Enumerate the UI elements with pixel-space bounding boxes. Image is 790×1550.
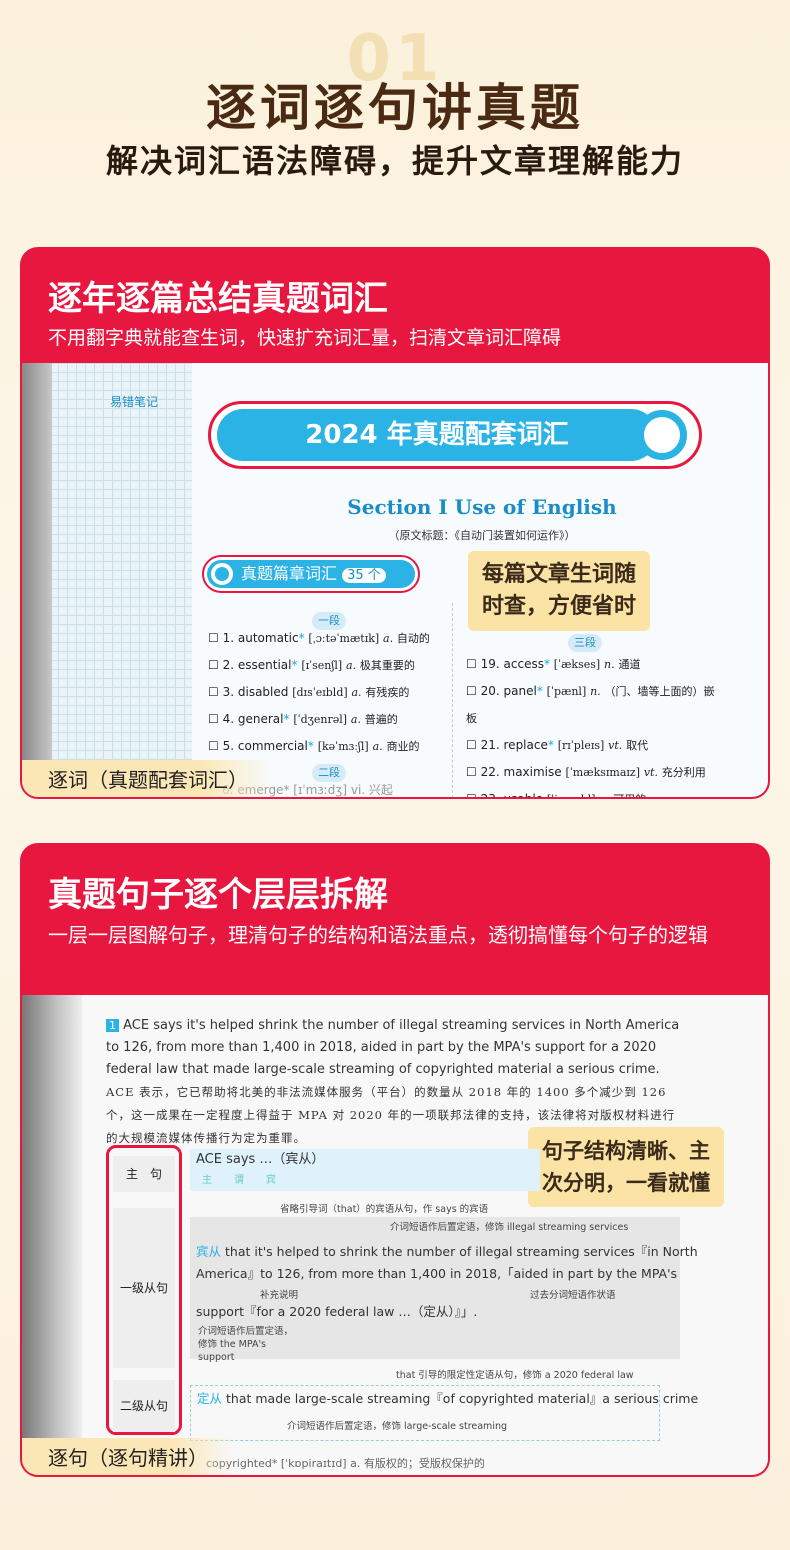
caption: 逐句（逐句精讲） bbox=[22, 1438, 234, 1475]
vocab-item-partial: copyrighted* [ˈkɒpiraɪtɪd] a. 有版权的；受版权保护… bbox=[206, 1457, 485, 1470]
vocab-item: ☐ 20. panel* [ˈpænl] n. （门、墙等上面的）嵌板 bbox=[466, 684, 715, 725]
star-icon: * bbox=[307, 739, 314, 753]
card-title: 真题句子逐个层层拆解 bbox=[48, 875, 388, 915]
vocab-item: ☐ 22. maximise [ˈmæksɪmaɪz] vt. 充分利用 bbox=[466, 765, 706, 779]
example-sentence: 1 ACE says it's helped shrink the number… bbox=[106, 1018, 680, 1145]
sentence-card: 真题句子逐个层层拆解 一层一层图解句子，理清句子的结构和语法重点，透彻搞懂每个句… bbox=[20, 843, 770, 1477]
checkbox-icon[interactable]: ☐ bbox=[466, 765, 477, 779]
level1-clause: 介词短语作后置定语，修饰 illegal streaming services … bbox=[190, 1217, 698, 1363]
book-spine bbox=[22, 363, 52, 797]
star-icon: * bbox=[536, 684, 543, 698]
card-subtitle: 一层一层图解句子，理清句子的结构和语法重点，透彻搞懂每个句子的逻辑 bbox=[48, 923, 708, 947]
magnifier-icon bbox=[211, 563, 233, 585]
vocab-card: 逐年逐篇总结真题词汇 不用翻字典就能查生词，快速扩充词汇量，扫清文章词汇障碍 易… bbox=[20, 247, 770, 799]
sentence-callout: 句子结构清晰、主 次分明，一看就懂 bbox=[528, 1127, 724, 1207]
magnifier-icon bbox=[637, 410, 687, 460]
source-title: （原文标题：《自动门装置如何运作》） bbox=[388, 529, 576, 542]
vocab-item: ☐ 23. usable [ˈjuːzəbl] a. 可用的 bbox=[466, 786, 716, 799]
section-heading: Section Ⅰ Use of English bbox=[347, 495, 617, 519]
card-subtitle: 不用翻字典就能查生词，快速扩充词汇量，扫清文章词汇障碍 bbox=[48, 327, 562, 349]
star-icon: * bbox=[283, 712, 290, 726]
vocab-item: ☐ 1. automatic* [ˌɔːtəˈmætɪk] a. 自动的 bbox=[208, 631, 430, 645]
checkbox-icon[interactable]: ☐ bbox=[466, 738, 477, 752]
segment-label: 二段 bbox=[312, 764, 346, 782]
annotation: 省略引导词（that）的宾语从句，作 says 的宾语 bbox=[280, 1204, 489, 1215]
main-clause: ACE says …（宾从） 主 谓 宾 bbox=[190, 1149, 540, 1191]
checkbox-icon[interactable]: ☐ bbox=[208, 739, 219, 753]
vocab-item: ☐ 4. general* [ˈdʒenrəl] a. 普遍的 bbox=[208, 712, 398, 726]
checkbox-icon[interactable]: ☐ bbox=[208, 685, 219, 699]
checkbox-icon[interactable]: ☐ bbox=[208, 712, 219, 726]
star-icon: * bbox=[543, 657, 550, 671]
book-spine bbox=[22, 995, 82, 1475]
logo: 易错笔记 bbox=[110, 395, 159, 409]
star-icon: * bbox=[298, 631, 305, 645]
vocab-list-left: ☐ 1. automatic* [ˌɔːtəˈmætɪk] a. 自动的 ☐ 2.… bbox=[208, 625, 448, 760]
hero-subtitle: 解决词汇语法障碍，提升文章理解能力 bbox=[105, 142, 684, 180]
book-page: 1 ACE says it's helped shrink the number… bbox=[22, 995, 768, 1475]
book-page: 易错笔记 2024 年真题配套词汇 Section Ⅰ Use of Engli… bbox=[22, 363, 768, 797]
level2-clause: 定从 that made large-scale streaming『of co… bbox=[190, 1385, 698, 1441]
segment-label: 三段 bbox=[568, 634, 602, 652]
vocab-list-right: ☐ 19. access* [ˈækses] n. 通道 ☐ 20. panel*… bbox=[466, 651, 716, 799]
sentence-number: 1 bbox=[106, 1019, 119, 1032]
column-divider bbox=[452, 603, 453, 797]
section-number: 01 bbox=[346, 22, 444, 96]
chapter-label: 真题篇章词汇 bbox=[241, 564, 338, 583]
star-icon: * bbox=[291, 658, 298, 672]
caption: 逐词（真题配套词汇） bbox=[22, 760, 274, 797]
vocab-item: ☐ 2. essential* [ɪˈsenʃl] a. 极其重要的 bbox=[208, 658, 415, 672]
vocab-item: ☐ 21. replace* [rɪˈpleɪs] vt. 取代 bbox=[466, 738, 649, 752]
checkbox-icon[interactable]: ☐ bbox=[208, 631, 219, 645]
banner-frame: 2024 年真题配套词汇 bbox=[208, 401, 702, 469]
vocab-item: ☐ 3. disabled [dɪsˈeɪbld] a. 有残疾的 bbox=[208, 685, 410, 699]
hero-title: 逐词逐句讲真题 bbox=[206, 79, 584, 137]
banner-title: 2024 年真题配套词汇 bbox=[217, 409, 657, 461]
checkbox-icon[interactable]: ☐ bbox=[466, 684, 477, 698]
segment-label: 一段 bbox=[312, 612, 346, 630]
vocab-item: ☐ 19. access* [ˈækses] n. 通道 bbox=[466, 657, 641, 671]
card-title: 逐年逐篇总结真题词汇 bbox=[48, 279, 388, 319]
vocab-callout: 每篇文章生词随 时查，方便省时 bbox=[468, 551, 651, 631]
chapter-vocab-pill: 真题篇章词汇 35 个 bbox=[202, 555, 420, 593]
chapter-count: 35 个 bbox=[342, 568, 386, 583]
checkbox-icon[interactable]: ☐ bbox=[466, 657, 477, 671]
level-labels: 主 句 一级从句 二级从句 bbox=[106, 1145, 182, 1435]
vocab-item: ☐ 5. commercial* [kəˈmɜːʃl] a. 商业的 bbox=[208, 739, 420, 753]
checkbox-icon[interactable]: ☐ bbox=[208, 658, 219, 672]
annotation: that 引导的限定性定语从句，修饰 a 2020 federal law bbox=[396, 1370, 634, 1381]
star-icon: * bbox=[547, 738, 554, 752]
checkbox-icon[interactable]: ☐ bbox=[466, 792, 477, 799]
